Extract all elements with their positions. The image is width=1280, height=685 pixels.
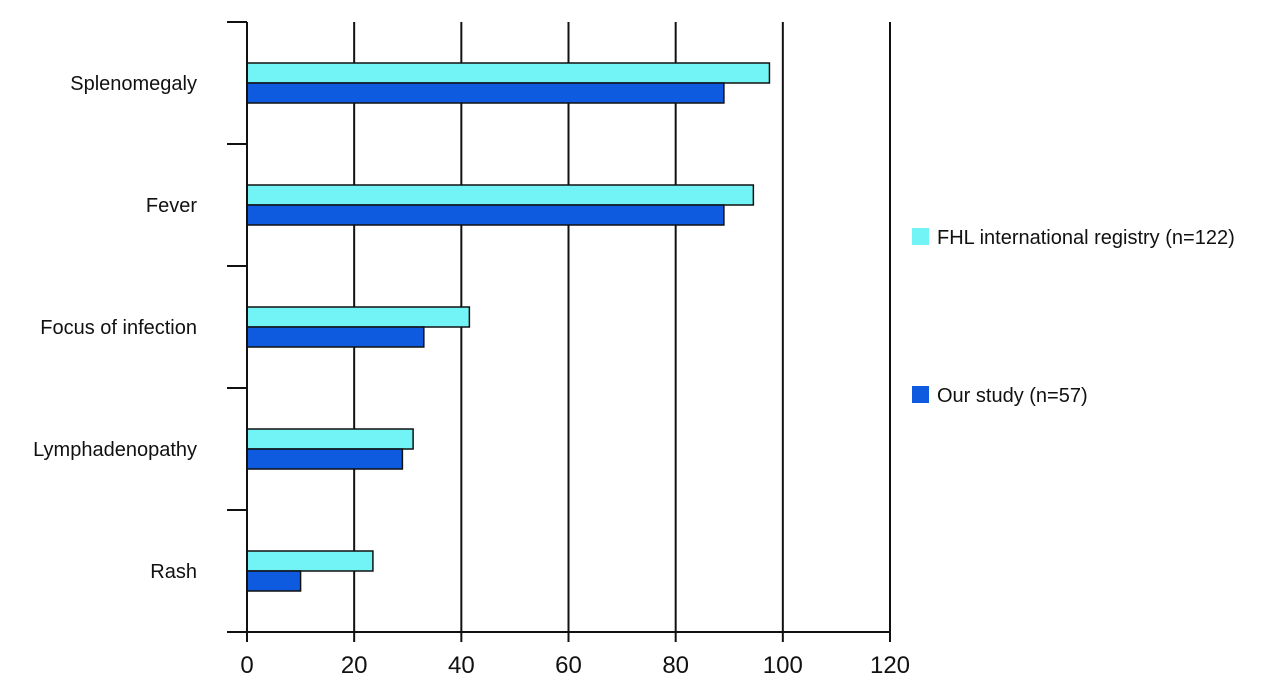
x-tick-label: 100: [763, 652, 803, 679]
bar-study-4: [246, 570, 302, 592]
labels: 0 20 40 60 80 100 120 Splenomegaly Fever Focus of…: [33, 73, 910, 679]
bar-study-1: [246, 204, 725, 226]
x-tick-label: 0: [240, 652, 253, 679]
bar-registry-3: [246, 428, 414, 450]
category-label: Focus of infection: [40, 317, 197, 339]
category-label: Lymphadenopathy: [33, 439, 197, 461]
legend-label-0: FHL international registry (n=122): [937, 227, 1235, 249]
bars: [246, 62, 771, 592]
x-tick-label: 40: [448, 652, 475, 679]
legend-label-1: Our study (n=57): [937, 385, 1088, 407]
bar-registry-2: [246, 306, 471, 328]
x-tick-label: 20: [341, 652, 368, 679]
grid-lines: [353, 22, 891, 632]
bar-study-2: [246, 326, 425, 348]
legend: FHL international registry (n=122) Our st…: [912, 227, 1235, 407]
category-label: Splenomegaly: [70, 73, 197, 95]
bar-registry-0: [246, 62, 771, 84]
bar-registry-4: [246, 550, 374, 572]
bar-study-0: [246, 82, 725, 104]
category-label: Rash: [150, 561, 197, 583]
bar-registry-1: [246, 184, 755, 206]
x-tick-label: 60: [555, 652, 582, 679]
axes: [227, 21, 891, 642]
legend-swatch-0: [912, 228, 929, 245]
x-tick-label: 120: [870, 652, 910, 679]
legend-swatch-1: [912, 386, 929, 403]
x-tick-label: 80: [662, 652, 689, 679]
bar-study-3: [246, 448, 404, 470]
category-label: Fever: [146, 195, 197, 217]
